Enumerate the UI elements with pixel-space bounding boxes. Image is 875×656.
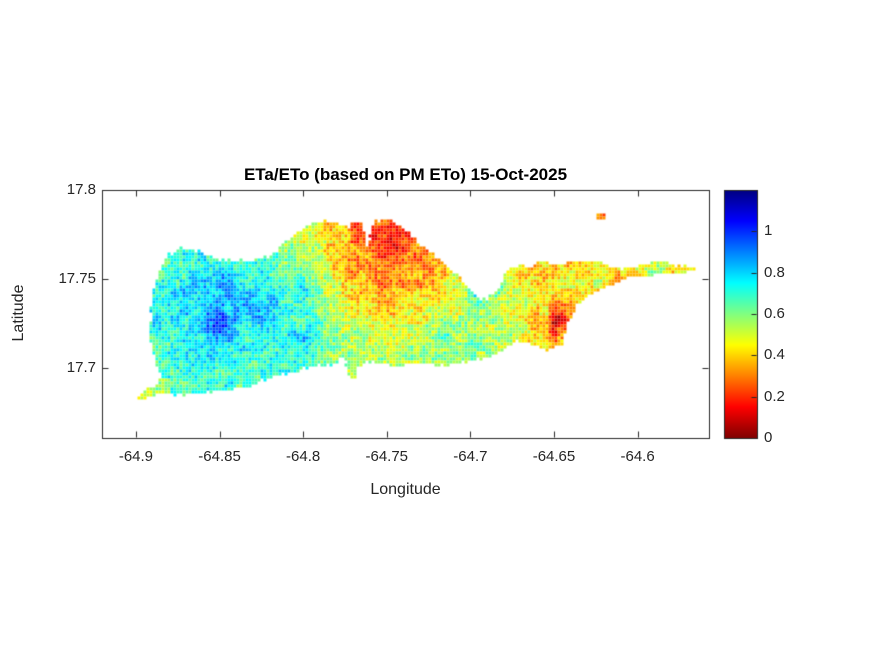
colorbar-tick-label: 0.2 — [764, 387, 785, 405]
colorbar-tick-label: 0.8 — [764, 263, 785, 281]
colorbar-tick-label: 0.6 — [764, 305, 785, 322]
chart-title: ETa/ETo (based on PM ETo) 15-Oct-2025 — [243, 165, 568, 184]
x-axis-label: Longitude — [370, 481, 441, 498]
x-tick-label: -64.9 — [118, 448, 154, 465]
x-tick-label: -64.7 — [453, 448, 488, 465]
colorbar-tick-label: 0.4 — [764, 346, 785, 364]
x-tick-label: -64.75 — [365, 448, 409, 465]
colorbar-tick-label: 0 — [764, 429, 773, 446]
x-tick-label: -64.6 — [620, 448, 655, 465]
y-tick-label: 17.75 — [58, 270, 96, 288]
x-tick-label: -64.85 — [198, 448, 241, 465]
y-tick-label: 17.7 — [66, 359, 96, 377]
x-tick-label: -64.65 — [532, 448, 576, 465]
x-tick-label: -64.8 — [286, 448, 321, 465]
y-axis-label: Latitude — [10, 284, 27, 342]
y-tick-label: 17.8 — [66, 181, 96, 198]
colorbar-tick-label: 1 — [764, 222, 773, 240]
